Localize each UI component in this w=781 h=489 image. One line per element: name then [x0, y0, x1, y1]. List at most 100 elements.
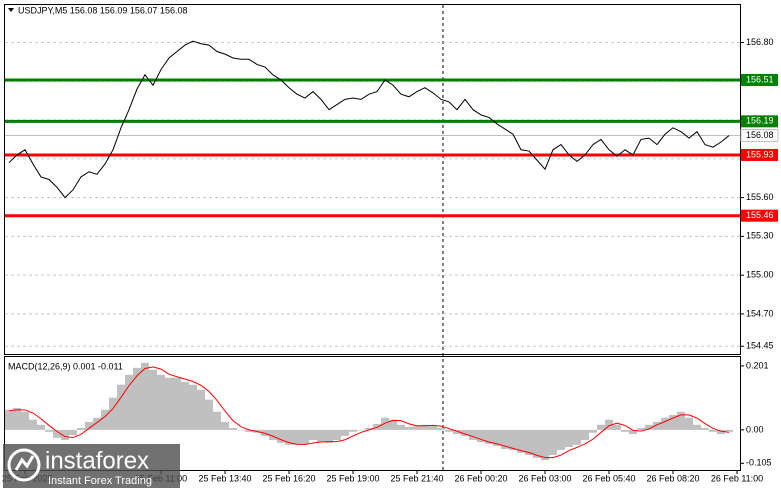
level-box [741, 209, 778, 222]
main-title: USDJPY,M5 156.08 156.09 156.07 156.08 [18, 5, 187, 15]
y-tick-label: -0.105 [746, 458, 772, 468]
macd-bar [269, 429, 277, 441]
macd-bar [237, 429, 245, 431]
macd-bar [669, 414, 677, 430]
macd-bar [77, 427, 85, 430]
macd-bar [93, 417, 101, 430]
macd-bar [541, 429, 549, 461]
macd-bar [405, 427, 413, 430]
macd-bar [357, 429, 365, 431]
macd-bar [381, 417, 389, 430]
macd-bar [709, 429, 717, 432]
macd-bar [693, 424, 701, 430]
brand: instaforex [45, 447, 149, 474]
macd-bar [477, 429, 485, 442]
level-box [741, 73, 778, 86]
macd-bar [5, 409, 13, 430]
macd-bar [445, 429, 453, 432]
macd-pane [4, 356, 741, 471]
macd-bar [437, 427, 445, 430]
level-label: 156.51 [746, 74, 774, 84]
macd-bar [701, 427, 709, 430]
macd-bar [325, 429, 333, 443]
macd-bar [69, 429, 77, 435]
y-tick-label: 0.201 [746, 360, 769, 370]
macd-bar [653, 421, 661, 430]
macd-bar [133, 367, 141, 430]
plot-layer: 156.80156.50156.20155.90155.60155.30155.… [2, 37, 779, 483]
macd-bar [637, 427, 645, 430]
macd-bar [621, 429, 629, 432]
y-tick-label: 156.80 [746, 37, 774, 47]
macd-bar [661, 417, 669, 430]
macd-bar [221, 421, 229, 430]
macd-bar [493, 429, 501, 446]
macd-bar [125, 374, 133, 430]
macd-bar [37, 424, 45, 430]
macd-bar [109, 397, 117, 430]
macd-bar [629, 429, 637, 435]
macd-bar [13, 407, 21, 430]
macd-bar [333, 429, 341, 441]
macd-bar [141, 362, 149, 430]
logo-ring [7, 448, 41, 482]
watermark: instaforex Instant Forex Trading [3, 444, 180, 488]
macd-bar [485, 429, 493, 444]
macd-bar [597, 424, 605, 430]
macd-bar [213, 411, 221, 430]
macd-bar [413, 425, 421, 430]
macd-bar [349, 429, 357, 432]
macd-bar [469, 429, 477, 441]
macd-bar [277, 429, 285, 443]
macd-bar [501, 429, 509, 449]
level-label: 156.19 [746, 116, 774, 126]
macd-bar [549, 429, 557, 456]
x-tick-label: 26 Feb 00:20 [454, 473, 507, 483]
macd-bar [301, 429, 309, 444]
macd-bar [173, 377, 181, 430]
macd-bar [453, 429, 461, 435]
macd-bar [429, 425, 437, 430]
macd-bar [581, 429, 589, 441]
x-tick-label: 25 Feb 16:20 [262, 473, 315, 483]
macd-bar [461, 429, 469, 436]
macd-bar [365, 427, 373, 430]
menu-arrow [8, 8, 14, 12]
macd-bar [101, 409, 109, 430]
x-tick-label: 26 Feb 03:00 [518, 473, 571, 483]
macd-title: MACD(12,26,9) 0.001 -0.011 [8, 361, 123, 371]
macd-bar [605, 419, 613, 430]
macd-bar [285, 429, 293, 445]
macd-bar [45, 429, 53, 432]
macd-bar [557, 429, 565, 450]
macd-bar [293, 429, 301, 445]
macd-bar [341, 429, 349, 436]
price-box [740, 129, 779, 143]
x-tick-label: 26 Feb 08:20 [646, 473, 699, 483]
main-pane [4, 4, 741, 355]
macd-bar [157, 374, 165, 430]
y-tick-label: 155.30 [746, 231, 774, 241]
macd-bar [85, 421, 93, 430]
macd-bar [717, 429, 725, 435]
macd-bar [509, 429, 517, 450]
macd-bar [677, 411, 685, 430]
signal-line [8, 366, 730, 459]
macd-bar [533, 429, 541, 458]
y-tick-label: 155.60 [746, 192, 774, 202]
x-tick-label: 26 Feb 11:00 [711, 473, 763, 483]
macd-bar [525, 429, 533, 456]
macd-bar [309, 429, 317, 441]
logo-mark [14, 455, 35, 471]
macd-bar [517, 429, 525, 453]
macd-bar [205, 399, 213, 430]
y-tick-label: 0.00 [746, 424, 764, 434]
level-box [741, 115, 778, 128]
macd-bar [573, 429, 581, 445]
x-tick-label: 25 Feb 13:40 [198, 473, 251, 483]
macd-bar [565, 429, 573, 448]
macd-bar [245, 429, 253, 432]
price-label: 156.08 [746, 130, 774, 140]
macd-bar [421, 424, 429, 430]
macd-bar [725, 429, 733, 432]
